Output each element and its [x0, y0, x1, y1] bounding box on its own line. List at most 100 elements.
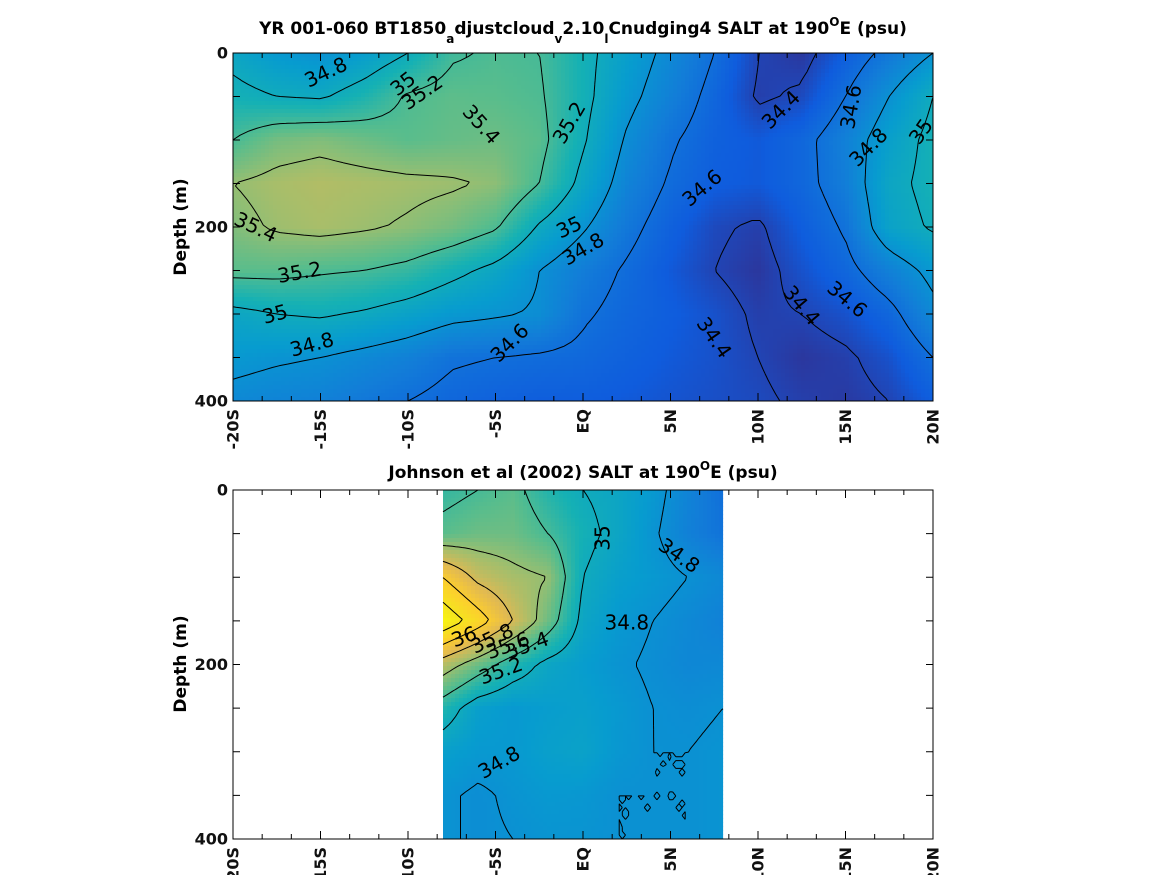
field-cell: [273, 149, 278, 154]
field-cell: [505, 57, 510, 62]
field-cell: [741, 105, 746, 110]
field-cell: [253, 165, 258, 170]
field-cell: [685, 117, 690, 122]
field-cell: [357, 121, 362, 126]
field-cell: [569, 149, 574, 154]
field-cell: [373, 61, 378, 66]
field-cell: [569, 65, 574, 70]
field-cell: [405, 157, 410, 162]
field-cell: [409, 157, 414, 162]
field-cell: [785, 77, 790, 82]
field-cell: [481, 81, 486, 86]
field-cell: [813, 77, 818, 82]
field-cell: [633, 65, 638, 70]
field-cell: [249, 113, 254, 118]
field-cell: [669, 149, 674, 154]
field-cell: [861, 73, 866, 78]
field-cell: [793, 85, 798, 90]
field-cell: [269, 77, 274, 82]
field-cell: [733, 89, 738, 94]
field-cell: [529, 125, 534, 130]
field-cell: [549, 97, 554, 102]
field-cell: [361, 65, 366, 70]
field-cell: [805, 125, 810, 130]
field-cell: [525, 113, 530, 118]
field-cell: [421, 105, 426, 110]
field-cell: [361, 121, 366, 126]
field-cell: [249, 153, 254, 158]
field-cell: [305, 81, 310, 86]
field-cell: [825, 137, 830, 142]
field-cell: [365, 145, 370, 150]
field-cell: [749, 61, 754, 66]
field-cell: [681, 125, 686, 130]
field-cell: [833, 69, 838, 74]
field-cell: [849, 57, 854, 62]
field-cell: [341, 157, 346, 162]
field-cell: [749, 69, 754, 74]
field-cell: [637, 57, 642, 62]
field-cell: [669, 125, 674, 130]
field-cell: [777, 85, 782, 90]
field-cell: [765, 89, 770, 94]
field-cell: [449, 141, 454, 146]
field-cell: [473, 165, 478, 170]
field-cell: [589, 125, 594, 130]
field-cell: [921, 97, 926, 102]
field-cell: [525, 153, 530, 158]
field-cell: [877, 161, 882, 166]
field-cell: [281, 81, 286, 86]
field-cell: [501, 57, 506, 62]
field-cell: [297, 69, 302, 74]
field-cell: [753, 137, 758, 142]
field-cell: [365, 73, 370, 78]
field-cell: [897, 109, 902, 114]
field-cell: [521, 89, 526, 94]
field-cell: [745, 69, 750, 74]
field-cell: [773, 81, 778, 86]
field-cell: [465, 97, 470, 102]
field-cell: [841, 137, 846, 142]
field-cell: [853, 69, 858, 74]
field-cell: [273, 133, 278, 138]
field-cell: [301, 161, 306, 166]
field-cell: [765, 61, 770, 66]
field-cell: [805, 89, 810, 94]
field-cell: [501, 69, 506, 74]
field-cell: [717, 97, 722, 102]
field-cell: [621, 85, 626, 90]
field-cell: [841, 57, 846, 62]
field-cell: [749, 93, 754, 98]
field-cell: [849, 93, 854, 98]
field-cell: [885, 101, 890, 106]
field-cell: [321, 97, 326, 102]
field-cell: [841, 129, 846, 134]
field-cell: [457, 133, 462, 138]
field-cell: [317, 85, 322, 90]
field-cell: [365, 133, 370, 138]
field-cell: [713, 77, 718, 82]
field-cell: [421, 153, 426, 158]
field-cell: [705, 129, 710, 134]
field-cell: [917, 157, 922, 162]
field-cell: [805, 109, 810, 114]
field-cell: [381, 149, 386, 154]
field-cell: [885, 117, 890, 122]
field-cell: [873, 109, 878, 114]
field-cell: [833, 57, 838, 62]
field-cell: [417, 57, 422, 62]
field-cell: [801, 85, 806, 90]
field-cell: [697, 101, 702, 106]
field-cell: [861, 57, 866, 62]
field-cell: [493, 105, 498, 110]
field-cell: [265, 145, 270, 150]
field-cell: [269, 105, 274, 110]
field-cell: [341, 125, 346, 130]
field-cell: [597, 137, 602, 142]
field-cell: [333, 65, 338, 70]
field-cell: [541, 113, 546, 118]
field-cell: [257, 81, 262, 86]
field-cell: [889, 157, 894, 162]
field-cell: [713, 105, 718, 110]
field-cell: [717, 149, 722, 154]
